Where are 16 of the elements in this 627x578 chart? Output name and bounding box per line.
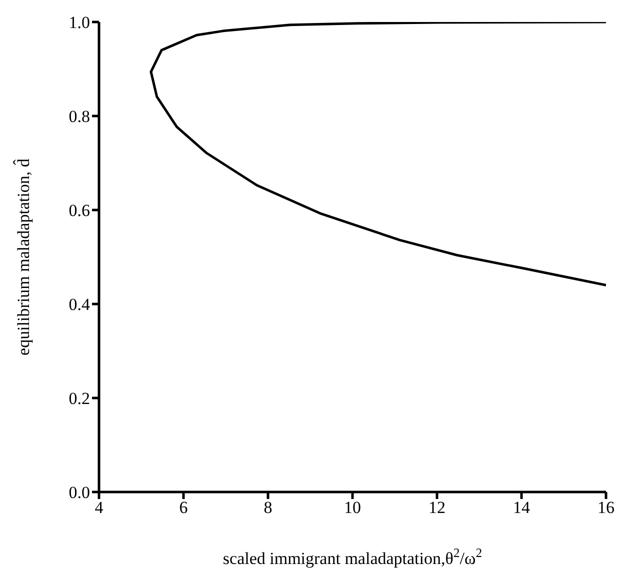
x-tick-label: 12 xyxy=(428,498,446,518)
y-tick-label: 0.8 xyxy=(68,107,90,126)
x-tick-label: 4 xyxy=(94,498,104,518)
y-tick-label: 0.2 xyxy=(68,389,90,408)
x-tick-label: 6 xyxy=(179,498,188,518)
y-tick-label: 1.0 xyxy=(68,13,90,32)
y-axis-title: equilibrium maladaptation, d̂ xyxy=(12,158,33,356)
x-tick-label: 14 xyxy=(513,498,530,518)
x-tick-label: 8 xyxy=(264,498,272,518)
line-series xyxy=(150,22,606,286)
y-tick-label: 0.4 xyxy=(68,295,90,314)
x-tick-label: 10 xyxy=(344,498,361,518)
y-tick-label: 0.6 xyxy=(68,201,90,220)
x-tick-label: 16 xyxy=(598,498,614,518)
y-tick-label: 0.0 xyxy=(68,483,90,502)
x-axis-title: scaled immigrant maladaptation,θ$^{2}$/ω$^{2}$ xyxy=(222,546,482,568)
